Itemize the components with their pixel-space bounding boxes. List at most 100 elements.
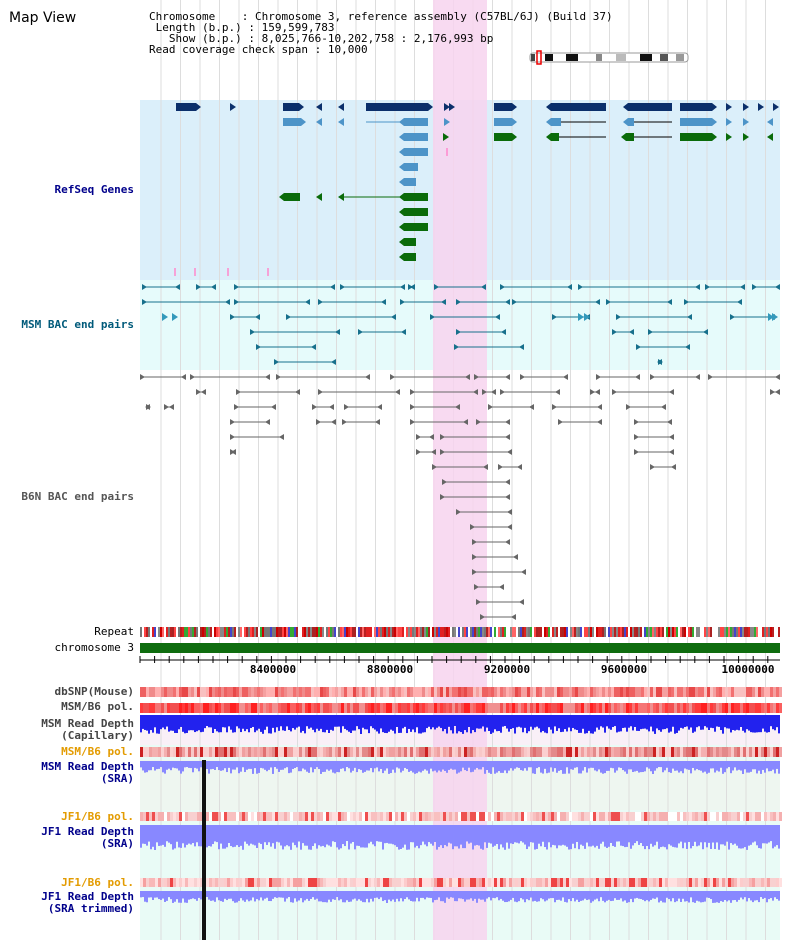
heat-cell — [773, 703, 776, 713]
msm-bac-track-label[interactable]: MSM BAC end pairs — [21, 318, 134, 331]
heat-cell — [332, 812, 335, 821]
heat-cell — [560, 703, 563, 713]
depth-bar — [584, 715, 586, 734]
depth-bar — [572, 715, 574, 728]
depth-bar — [728, 715, 730, 729]
depth-bar — [398, 825, 400, 850]
depth-bar — [322, 825, 324, 846]
repeat-element — [568, 627, 570, 637]
heat-cell — [479, 747, 482, 757]
depth-bar — [516, 891, 518, 903]
heat-cell — [191, 687, 194, 697]
heat-cell — [146, 687, 149, 697]
depth-bar — [488, 891, 490, 898]
heat-cell — [428, 703, 431, 713]
heat-cell — [668, 703, 671, 713]
depth-bar — [760, 761, 762, 774]
b6n-bac-pair-end — [650, 464, 655, 470]
depth-bar — [534, 825, 536, 850]
msm-read-depth-sra-label-1[interactable]: MSM Read Depth — [41, 760, 134, 773]
jf1-b6-pol-track-label[interactable]: JF1/B6 pol. — [61, 810, 134, 823]
msm-b6-pol-2-track-label[interactable]: MSM/B6 pol. — [61, 745, 134, 758]
heat-cell — [680, 747, 683, 757]
depth-bar — [720, 891, 722, 902]
heat-cell — [362, 812, 365, 821]
depth-bar — [628, 715, 630, 728]
depth-bar — [578, 715, 580, 733]
heat-cell — [299, 747, 302, 757]
heat-cell — [725, 812, 728, 821]
jf1-read-depth-trimmed-label-2[interactable]: (SRA trimmed) — [47, 902, 134, 915]
repeat-element — [518, 627, 520, 637]
depth-bar — [554, 715, 556, 727]
depth-bar — [542, 891, 544, 900]
depth-bar — [594, 761, 596, 771]
dbsnp-track-label[interactable]: dbSNP(Mouse) — [54, 685, 134, 698]
repeat-element — [758, 627, 760, 637]
depth-bar — [482, 891, 484, 900]
depth-bar — [568, 825, 570, 850]
repeat-element — [268, 627, 270, 637]
show-value: 8,025,766-10,202,758 : 2,176,993 bp — [261, 32, 494, 45]
depth-bar — [426, 715, 428, 729]
heat-cell — [437, 747, 440, 757]
heat-cell — [518, 687, 521, 697]
depth-bar — [490, 891, 492, 901]
msm-read-depth-sra-label-2[interactable]: (SRA) — [100, 772, 134, 785]
depth-bar — [496, 891, 498, 898]
heat-cell — [704, 747, 707, 757]
heat-cell — [359, 703, 362, 713]
depth-bar — [628, 825, 630, 843]
heat-cell — [659, 812, 662, 821]
depth-bar — [230, 715, 232, 730]
jf1-read-depth-trimmed-label-1[interactable]: JF1 Read Depth — [41, 890, 134, 903]
heat-cell — [239, 687, 242, 697]
repeat-element — [202, 627, 204, 637]
chromosome-ideogram — [529, 50, 689, 65]
jf1-read-depth-sra-label-2[interactable]: (SRA) — [100, 837, 134, 850]
gene-strand-arrow — [621, 133, 626, 141]
heat-cell — [695, 687, 698, 697]
jf1-read-depth-sra-label-1[interactable]: JF1 Read Depth — [41, 825, 134, 838]
heat-cell — [299, 812, 302, 821]
msm-read-depth-capillary-label-1[interactable]: MSM Read Depth — [41, 717, 134, 730]
heat-cell — [335, 703, 338, 713]
depth-bar — [634, 715, 636, 727]
depth-bar — [752, 761, 754, 770]
heat-cell — [779, 703, 782, 713]
depth-bar — [380, 825, 382, 842]
heat-cell — [311, 812, 314, 821]
b6n-bac-track-label[interactable]: B6N BAC end pairs — [21, 490, 134, 503]
heat-cell — [419, 878, 422, 887]
refseq-genes-track-label[interactable]: RefSeq Genes — [54, 183, 134, 196]
msm-b6-pol-track-label[interactable]: MSM/B6 pol. — [61, 700, 134, 713]
depth-bar — [162, 761, 164, 773]
heat-cell — [593, 687, 596, 697]
heat-cell — [449, 687, 452, 697]
depth-bar — [354, 891, 356, 899]
heat-cell — [755, 812, 758, 821]
heat-cell — [446, 747, 449, 757]
heat-cell — [566, 687, 569, 697]
depth-bar — [234, 891, 236, 903]
depth-bar — [450, 761, 452, 769]
jf1-b6-pol-2-track-label[interactable]: JF1/B6 pol. — [61, 876, 134, 889]
depth-bar — [486, 825, 488, 848]
heat-cell — [302, 687, 305, 697]
depth-bar — [432, 825, 434, 846]
depth-bar — [332, 761, 334, 773]
depth-bar — [462, 825, 464, 849]
heat-cell — [581, 747, 584, 757]
repeat-element — [590, 627, 592, 637]
heat-cell — [716, 747, 719, 757]
chromosome-track-label[interactable]: chromosome 3 — [54, 641, 134, 654]
repeat-element — [214, 627, 216, 637]
depth-bar — [690, 891, 692, 898]
heat-cell — [341, 878, 344, 887]
depth-bar — [570, 891, 572, 902]
repeat-track-label[interactable]: Repeat — [94, 625, 134, 638]
depth-bar — [436, 891, 438, 900]
msm-read-depth-capillary-label-2[interactable]: (Capillary) — [61, 729, 134, 742]
heat-cell — [167, 812, 170, 821]
